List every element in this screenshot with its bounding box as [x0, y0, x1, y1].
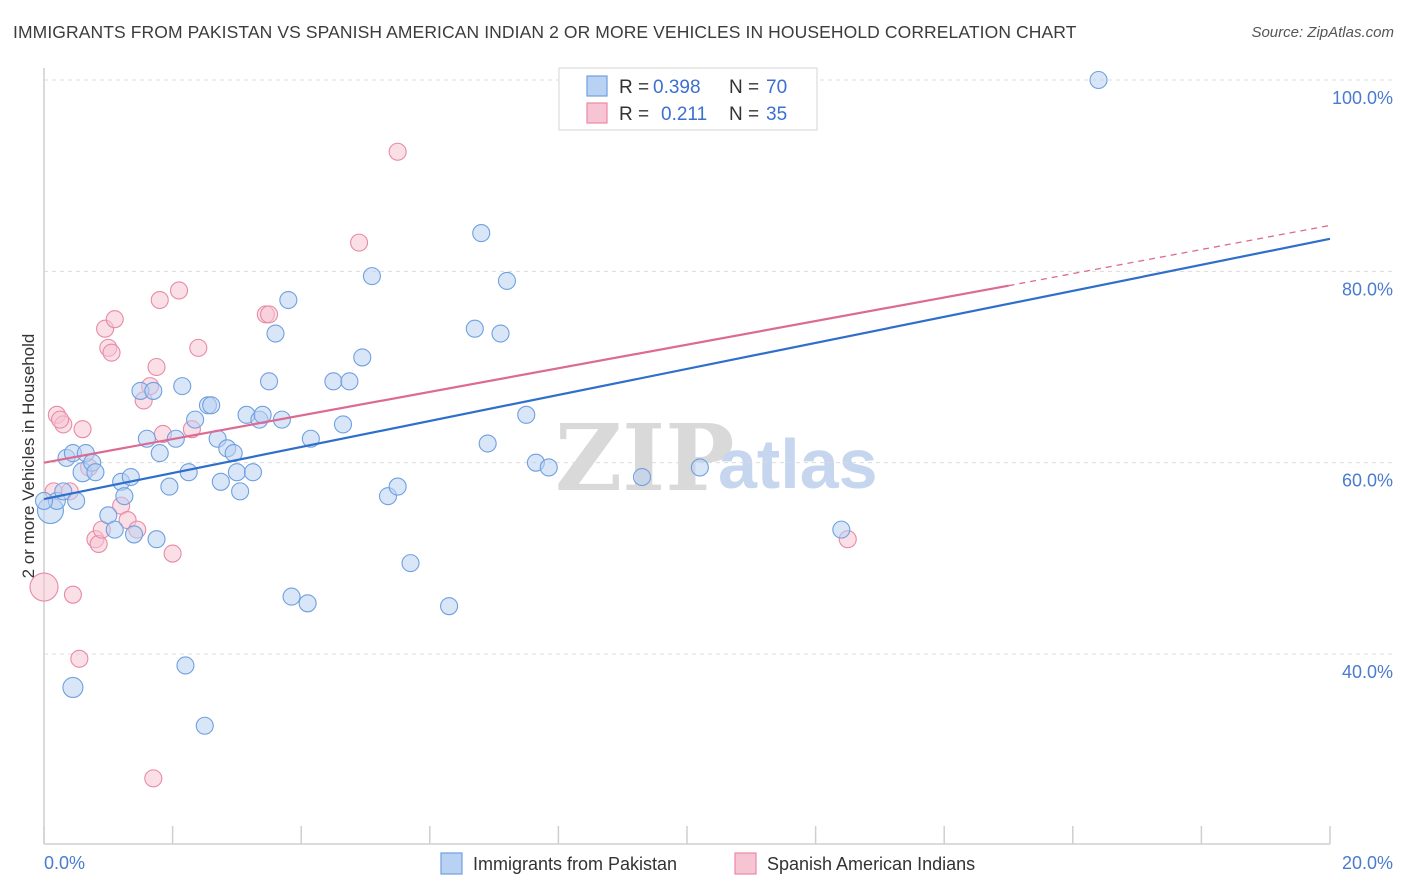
point-immigrants-from-pakistan	[353, 348, 372, 367]
point-immigrants-from-pakistan	[202, 396, 221, 415]
legend-r-label-2: R =	[619, 104, 649, 125]
legend-swatch-pink	[586, 102, 608, 124]
point-spanish-american-indians	[147, 357, 166, 377]
point-immigrants-from-pakistan	[465, 319, 484, 338]
point-spanish-american-indians	[150, 290, 169, 310]
point-immigrants-from-pakistan	[186, 410, 205, 429]
trendlines	[43, 224, 1331, 501]
y-tick-label: 60.0%	[1342, 471, 1393, 491]
point-immigrants-from-pakistan	[333, 415, 353, 434]
point-immigrants-from-pakistan	[440, 597, 459, 616]
legend-r-value-2: 0.211	[661, 104, 707, 125]
point-spanish-american-indians	[29, 572, 59, 602]
point-spanish-american-indians	[259, 305, 279, 324]
point-immigrants-from-pakistan	[632, 467, 652, 487]
legend-n-label-1: N =	[729, 77, 759, 98]
point-immigrants-from-pakistan	[478, 434, 497, 453]
point-spanish-american-indians	[144, 769, 163, 788]
point-immigrants-from-pakistan	[243, 463, 263, 482]
point-immigrants-from-pakistan	[340, 372, 359, 391]
point-immigrants-from-pakistan	[539, 458, 558, 477]
point-immigrants-from-pakistan	[173, 377, 192, 396]
bottom-legend-label-pakistan: Immigrants from Pakistan	[473, 854, 677, 874]
point-immigrants-from-pakistan	[179, 463, 198, 482]
x-tick-label-max: 20.0%	[1342, 853, 1393, 873]
point-immigrants-from-pakistan	[105, 520, 124, 539]
point-immigrants-from-pakistan	[176, 656, 195, 675]
point-immigrants-from-pakistan	[324, 372, 343, 391]
watermark-atlas: atlas	[718, 425, 878, 503]
y-tick-label: 100.0%	[1332, 88, 1393, 108]
x-tick-label-min: 0.0%	[44, 853, 85, 873]
point-immigrants-from-pakistan	[160, 477, 179, 496]
y-tick-label: 80.0%	[1342, 279, 1393, 299]
point-spanish-american-indians	[169, 281, 189, 300]
point-immigrants-from-pakistan	[279, 290, 298, 310]
legend-r-label-1: R =	[619, 77, 649, 98]
gridlines	[44, 79, 1392, 655]
point-immigrants-from-pakistan	[362, 267, 381, 286]
point-immigrants-from-pakistan	[211, 472, 230, 491]
point-immigrants-from-pakistan	[301, 429, 320, 448]
legend-swatch-blue	[586, 75, 608, 97]
point-spanish-american-indians	[63, 585, 82, 604]
trendline-immigrants-from-pakistan	[43, 237, 1331, 501]
legend-n-label-2: N =	[729, 104, 759, 125]
point-immigrants-from-pakistan	[124, 525, 144, 544]
series-immigrants-from-pakistan	[34, 70, 1108, 735]
point-immigrants-from-pakistan	[491, 324, 510, 343]
y-tick-label: 40.0%	[1342, 662, 1393, 682]
point-spanish-american-indians	[51, 410, 70, 429]
source-credit: Source: ZipAtlas.com	[1251, 24, 1394, 41]
point-immigrants-from-pakistan	[144, 381, 163, 400]
point-immigrants-from-pakistan	[195, 716, 214, 735]
trendline-spanish-american-indians	[43, 284, 1009, 464]
point-spanish-american-indians	[163, 544, 182, 563]
point-immigrants-from-pakistan	[62, 676, 84, 699]
bottom-legend-swatch-pink	[734, 852, 757, 875]
correlation-legend: R = 0.398 N = 70 R = 0.211 N = 35	[558, 67, 818, 131]
point-immigrants-from-pakistan	[115, 487, 134, 506]
bottom-legend-label-spanish-american-indians: Spanish American Indians	[767, 854, 975, 874]
point-immigrants-from-pakistan	[67, 491, 86, 510]
point-immigrants-from-pakistan	[86, 463, 105, 482]
point-immigrants-from-pakistan	[150, 444, 169, 463]
point-immigrants-from-pakistan	[1089, 70, 1108, 90]
legend-r-value-1: 0.398	[653, 77, 701, 98]
point-spanish-american-indians	[102, 343, 121, 362]
point-spanish-american-indians	[388, 142, 407, 161]
point-immigrants-from-pakistan	[227, 463, 246, 482]
point-immigrants-from-pakistan	[832, 520, 851, 539]
point-immigrants-from-pakistan	[497, 271, 517, 290]
y-axis-label: 2 or more Vehicles in Household	[19, 334, 38, 579]
point-immigrants-from-pakistan	[298, 594, 317, 613]
point-immigrants-from-pakistan	[282, 587, 301, 606]
point-spanish-american-indians	[105, 310, 124, 329]
point-spanish-american-indians	[73, 420, 92, 439]
point-immigrants-from-pakistan	[231, 482, 250, 501]
series-legend: Immigrants from Pakistan Spanish America…	[440, 852, 975, 875]
chart-title: IMMIGRANTS FROM PAKISTAN VS SPANISH AMER…	[13, 22, 1077, 42]
point-spanish-american-indians	[350, 233, 369, 252]
legend-n-value-2: 35	[766, 104, 787, 125]
point-immigrants-from-pakistan	[259, 372, 279, 391]
point-spanish-american-indians	[189, 338, 208, 357]
point-spanish-american-indians	[70, 649, 89, 668]
point-immigrants-from-pakistan	[147, 530, 166, 549]
point-immigrants-from-pakistan	[472, 224, 491, 243]
x-tick-marks	[43, 826, 1331, 844]
point-immigrants-from-pakistan	[34, 491, 54, 510]
bottom-legend-swatch-blue	[440, 852, 463, 875]
point-immigrants-from-pakistan	[690, 458, 709, 477]
legend-n-value-1: 70	[766, 77, 787, 98]
point-immigrants-from-pakistan	[266, 324, 285, 343]
point-immigrants-from-pakistan	[517, 405, 536, 424]
trendline-spanish-american-indians-extension	[1008, 224, 1331, 287]
y-tick-labels: 40.0% 60.0% 80.0% 100.0%	[1332, 88, 1393, 682]
watermark-zip: ZIP	[555, 404, 734, 512]
point-immigrants-from-pakistan	[401, 554, 420, 573]
point-immigrants-from-pakistan	[388, 477, 407, 496]
